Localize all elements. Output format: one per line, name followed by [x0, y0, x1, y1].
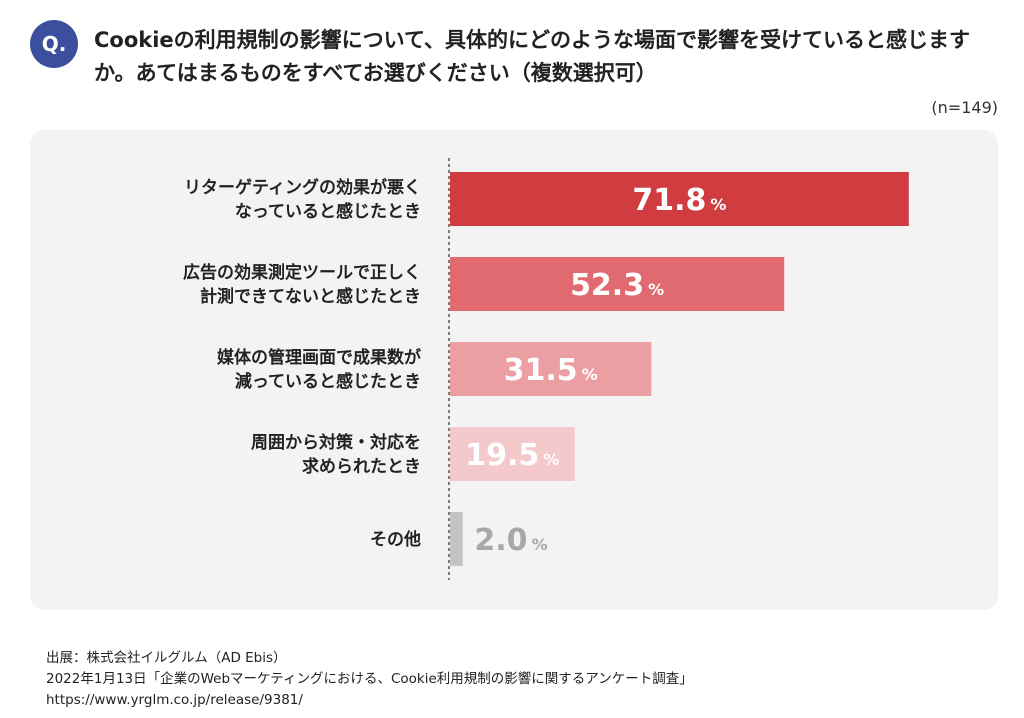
value-label: 71.8% — [632, 183, 726, 218]
source-note: 出展：株式会社イルグルム（AD Ebis） 2022年1月13日「企業のWebマ… — [46, 648, 693, 711]
bar — [450, 257, 785, 311]
category-label: 広告の効果測定ツールで正しく計測できてないと感じたとき — [183, 262, 421, 307]
category-label: 周囲から対策・対応を求められたとき — [251, 432, 421, 477]
bar-chart: リターゲティングの効果が悪くなっていると感じたとき 71.8 % 広告の効果測定ツール… — [183, 158, 909, 580]
bar — [450, 512, 463, 566]
question-badge: Q. — [30, 20, 78, 68]
bar — [450, 172, 909, 226]
value-label: 52.3% — [570, 268, 664, 303]
value-label: 31.5% — [504, 353, 598, 388]
chart-panel: リターゲティングの効果が悪くなっていると感じたとき 71.8% 広告の効果測定ツール… — [30, 130, 998, 610]
bar — [450, 342, 652, 396]
question-text: Cookieの利用規制の影響について、具体的にどのような場面で影響を受けていると… — [94, 28, 970, 85]
value-label: 2.0% — [474, 523, 547, 558]
bar — [450, 427, 575, 481]
category-label: リターゲティングの効果が悪くなっていると感じたとき — [184, 177, 421, 222]
sample-size: (n=149) — [931, 98, 998, 117]
source-line-2: 2022年1月13日「企業のWebマーケティングにおける、Cookie利用規制の… — [46, 671, 693, 687]
category-label: その他 — [370, 529, 421, 550]
value-label: 19.5% — [465, 438, 559, 473]
source-line-1: 出展：株式会社イルグルム（AD Ebis） — [46, 650, 287, 666]
category-label: 媒体の管理画面で成果数が減っていると感じたとき — [217, 347, 421, 392]
source-line-3: https://www.yrglm.co.jp/release/9381/ — [46, 692, 303, 708]
